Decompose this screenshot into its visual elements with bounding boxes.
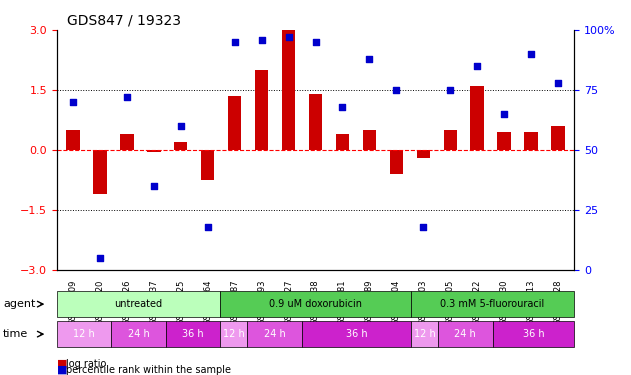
Text: 0.9 uM doxorubicin: 0.9 uM doxorubicin xyxy=(269,299,362,309)
Bar xyxy=(66,130,80,150)
Bar xyxy=(551,126,565,150)
Bar xyxy=(524,132,538,150)
Text: agent: agent xyxy=(3,299,35,309)
Point xyxy=(338,104,348,110)
Bar xyxy=(363,130,376,150)
Text: 12 h: 12 h xyxy=(73,329,95,339)
Text: untreated: untreated xyxy=(114,299,163,309)
Text: 12 h: 12 h xyxy=(413,329,435,339)
Point xyxy=(68,99,78,105)
Text: 24 h: 24 h xyxy=(454,329,476,339)
Bar xyxy=(336,134,349,150)
Bar xyxy=(389,150,403,174)
Text: 24 h: 24 h xyxy=(127,329,150,339)
Text: GDS847 / 19323: GDS847 / 19323 xyxy=(67,13,181,27)
Point xyxy=(149,183,159,189)
Bar xyxy=(497,132,511,150)
Point xyxy=(175,123,186,129)
Text: ■: ■ xyxy=(57,359,68,369)
Point xyxy=(257,37,267,43)
Bar xyxy=(444,130,457,150)
Text: 12 h: 12 h xyxy=(223,329,245,339)
Bar xyxy=(228,96,242,150)
Point xyxy=(472,63,482,69)
Text: 36 h: 36 h xyxy=(522,329,544,339)
Text: time: time xyxy=(3,329,28,339)
Bar xyxy=(309,94,322,150)
Text: log ratio: log ratio xyxy=(66,359,107,369)
Bar xyxy=(255,70,268,150)
Bar xyxy=(174,142,187,150)
Text: 36 h: 36 h xyxy=(346,329,367,339)
Bar xyxy=(93,150,107,194)
Point xyxy=(364,56,374,62)
Point xyxy=(418,224,428,230)
Bar xyxy=(471,86,484,150)
Text: 36 h: 36 h xyxy=(182,329,204,339)
Point xyxy=(310,39,321,45)
Point xyxy=(526,51,536,57)
Point xyxy=(122,94,132,100)
Bar xyxy=(120,134,134,150)
Text: 24 h: 24 h xyxy=(264,329,285,339)
Point xyxy=(391,87,401,93)
Point xyxy=(230,39,240,45)
Point xyxy=(203,224,213,230)
Bar xyxy=(147,150,160,152)
Text: 0.3 mM 5-fluorouracil: 0.3 mM 5-fluorouracil xyxy=(440,299,545,309)
Point xyxy=(553,80,563,86)
Point xyxy=(445,87,456,93)
Text: percentile rank within the sample: percentile rank within the sample xyxy=(66,365,231,375)
Point xyxy=(499,111,509,117)
Point xyxy=(283,34,293,40)
Bar xyxy=(282,30,295,150)
Bar xyxy=(416,150,430,158)
Text: ■: ■ xyxy=(57,365,68,375)
Point xyxy=(95,255,105,261)
Bar xyxy=(201,150,215,180)
